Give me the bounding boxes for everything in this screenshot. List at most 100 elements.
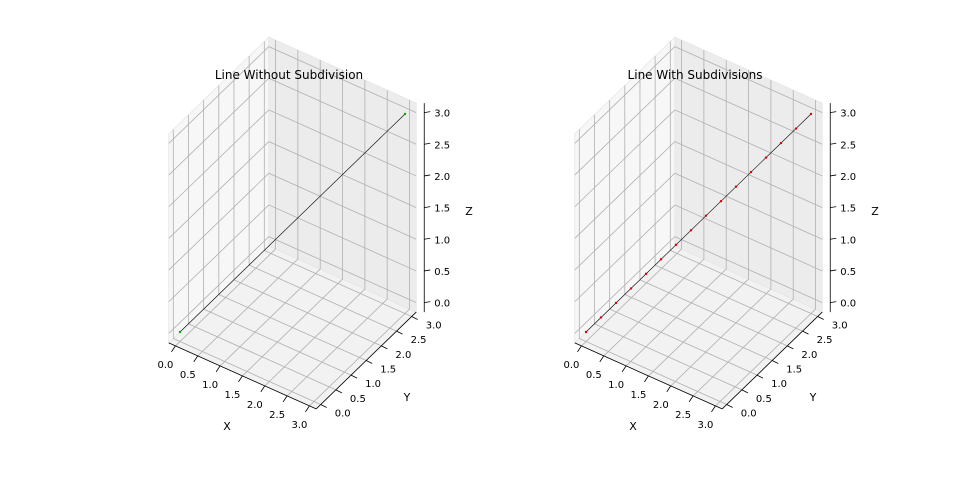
x-tick: [171, 345, 176, 353]
y-gridline: [172, 129, 321, 405]
z-gridline: [574, 204, 823, 303]
data-point: [794, 127, 798, 130]
x-gridline: [603, 50, 705, 357]
y-gridline: [578, 129, 727, 405]
z-tick: [830, 237, 837, 240]
x-tick-label: 1.5: [630, 390, 646, 401]
x-tick-label: 1.5: [224, 390, 240, 401]
y-tick-label: 1.5: [380, 365, 396, 376]
y-tick: [741, 389, 749, 394]
y-tick: [381, 345, 388, 350]
data-line: [585, 113, 812, 333]
x-gridline: [670, 80, 772, 387]
z-gridline: [574, 141, 823, 239]
data-point: [674, 243, 678, 246]
x-gridline: [648, 70, 749, 377]
z-tick-label: 3.0: [434, 109, 450, 120]
x-gridline: [175, 40, 276, 347]
x-gridline: [264, 80, 366, 387]
y-tick: [726, 404, 733, 408]
x-tick: [711, 405, 716, 413]
y-tick: [366, 360, 373, 364]
z-tick: [424, 269, 431, 272]
x-tick: [215, 365, 221, 373]
x-tick-label: 2.5: [675, 410, 691, 421]
y-tick: [350, 374, 358, 379]
z-tick: [424, 111, 431, 113]
z-gridline: [168, 172, 417, 271]
x-gridline: [581, 40, 682, 347]
z-gridline: [168, 236, 417, 334]
data-point: [749, 170, 753, 174]
z-tick: [830, 206, 837, 208]
y-tick-label: 1.0: [771, 379, 787, 390]
y-tick-label: 2.5: [817, 335, 833, 346]
z-gridline: [574, 236, 823, 334]
z-tick-label: 1.0: [434, 235, 450, 246]
z-tick-label: 2.5: [434, 140, 450, 151]
x-axis-label: X: [629, 420, 637, 433]
y-tick-label: 2.0: [395, 350, 411, 361]
data-line: [179, 113, 406, 333]
data-point: [599, 316, 603, 319]
x-gridline: [197, 50, 299, 357]
y-tick-label: 1.0: [365, 379, 381, 390]
x-axis-label: X: [223, 420, 231, 433]
data-point: [704, 214, 708, 217]
z-tick-label: 1.5: [840, 204, 856, 215]
z-gridline: [574, 109, 823, 208]
data-point: [689, 229, 693, 232]
y-tick-label: 3.0: [832, 321, 848, 332]
x-gridline: [625, 60, 727, 367]
y-tick: [396, 330, 403, 335]
z-axis-label: Z: [871, 205, 879, 218]
z-tick: [424, 142, 431, 145]
x-tick: [238, 375, 243, 383]
y-tick-label: 0.5: [350, 394, 366, 405]
x-tick-label: 2.0: [653, 400, 669, 411]
z-tick-label: 0.5: [434, 267, 450, 278]
data-point: [719, 200, 723, 203]
y-tick: [787, 345, 794, 350]
x-gridline: [219, 60, 321, 367]
x-tick-label: 2.5: [269, 410, 285, 421]
z-gridline: [574, 77, 823, 176]
x-tick-label: 1.0: [202, 380, 218, 391]
x-tick: [305, 405, 310, 413]
data-point: [764, 156, 768, 159]
z-tick-label: 2.0: [434, 172, 450, 183]
z-tick-label: 0.5: [840, 267, 856, 278]
data-point: [403, 112, 407, 116]
x-tick: [599, 355, 605, 363]
x-gridline: [715, 100, 816, 407]
z-tick-label: 2.5: [840, 140, 856, 151]
y-tick: [817, 316, 824, 320]
y-tick: [320, 404, 327, 408]
data-point: [779, 141, 783, 145]
x-tick: [282, 395, 288, 403]
z-axis-label: Z: [465, 205, 473, 218]
x-tick-label: 3.0: [291, 420, 307, 431]
z-tick: [830, 142, 837, 145]
z-tick: [830, 174, 837, 177]
data-point: [178, 330, 182, 334]
chart-title: Line With Subdivisions: [628, 68, 763, 82]
x-tick-label: 0.5: [180, 370, 196, 381]
y-tick-label: 0.0: [335, 409, 351, 420]
z-tick: [424, 301, 431, 303]
y-tick-label: 3.0: [426, 321, 442, 332]
z-tick-label: 3.0: [840, 109, 856, 120]
y-tick: [411, 316, 418, 320]
data-point: [629, 287, 633, 290]
x-gridline: [286, 90, 388, 397]
z-tick: [424, 206, 431, 208]
x-tick-label: 0.5: [586, 370, 602, 381]
y-tick: [802, 330, 809, 335]
y-tick-label: 0.0: [741, 409, 757, 420]
y-tick-label: 1.5: [786, 365, 802, 376]
z-tick-label: 1.0: [840, 235, 856, 246]
z-gridline: [168, 46, 417, 144]
x-tick-label: 3.0: [697, 420, 713, 431]
x-tick: [193, 355, 199, 363]
